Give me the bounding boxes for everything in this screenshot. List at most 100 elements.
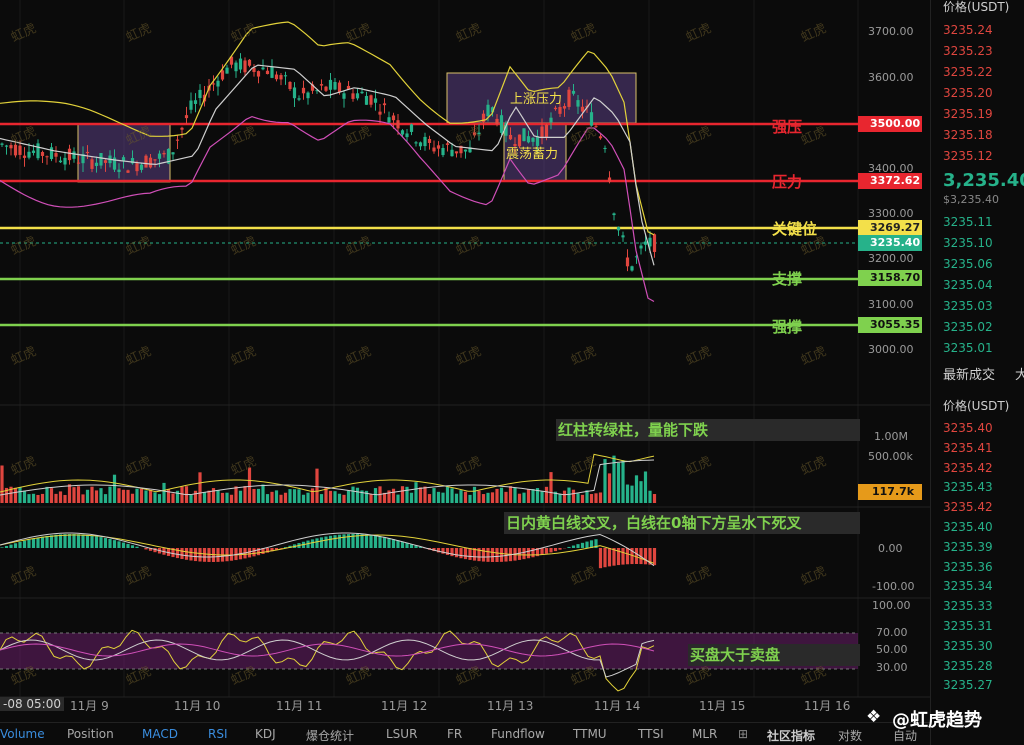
auto-toggle[interactable]: 自动 <box>893 729 918 743</box>
consolidation-label: 震荡蓄力 <box>506 147 559 162</box>
tab-community[interactable]: 社区指标 <box>767 729 816 743</box>
trade-row[interactable]: 3235.39 <box>943 539 993 554</box>
tab-fr[interactable]: FR <box>447 727 463 741</box>
trade-row[interactable]: 3235.31 <box>943 619 993 633</box>
macd-bar <box>166 548 171 556</box>
support-label: 支撑 <box>772 270 803 288</box>
candle <box>288 81 292 90</box>
ask-row[interactable]: 3235.24 <box>943 23 993 37</box>
candle <box>31 150 36 153</box>
candle <box>463 149 468 152</box>
volume-bar <box>247 467 252 503</box>
candle <box>72 151 76 159</box>
bid-row[interactable]: 3235.04 <box>943 278 993 292</box>
volume-bar <box>297 489 301 503</box>
macd-bar <box>49 535 54 548</box>
macd-bar <box>598 548 603 569</box>
candle <box>517 134 522 147</box>
tab-volume[interactable]: Volume <box>0 727 45 741</box>
macd-bar <box>382 537 387 548</box>
bid-row[interactable]: 3235.10 <box>943 236 993 250</box>
rsi-tick: 70.00 <box>876 626 908 639</box>
trades-tab-latest[interactable]: 最新成交 <box>943 368 996 383</box>
candle <box>445 143 450 145</box>
price-tick: 3100.00 <box>868 298 914 311</box>
strong-support-tag: 3055.35 <box>858 317 922 333</box>
ask-row[interactable]: 3235.12 <box>943 149 993 163</box>
macd-bar <box>180 548 184 559</box>
trade-row[interactable]: 3235.36 <box>943 559 993 574</box>
macd-bar <box>585 541 589 548</box>
volume-bar <box>549 472 553 503</box>
bid-row[interactable]: 3235.03 <box>943 299 993 313</box>
volume-bar <box>585 490 589 503</box>
volume-bar <box>13 487 18 503</box>
volume-bar <box>198 472 202 503</box>
volume-bar <box>63 494 67 503</box>
bid-row[interactable]: 3235.06 <box>943 257 993 271</box>
candle <box>468 147 472 153</box>
macd-bar <box>445 548 450 555</box>
macd-bar <box>616 548 621 566</box>
volume-bar <box>148 489 153 503</box>
volume-bar <box>580 494 585 503</box>
volume-bar <box>36 494 40 503</box>
trade-row[interactable]: 3235.34 <box>943 579 993 594</box>
ask-row[interactable]: 3235.22 <box>943 65 993 79</box>
tab-lsur[interactable]: LSUR <box>386 727 418 741</box>
trade-row[interactable]: 3235.30 <box>943 638 993 653</box>
ask-row[interactable]: 3235.18 <box>943 128 993 142</box>
log-toggle[interactable]: 对数 <box>838 729 863 743</box>
bid-row[interactable]: 3235.11 <box>943 215 993 229</box>
volume-note: 红柱转绿柱，量能下跌 <box>556 419 860 441</box>
tab-kdj[interactable]: KDJ <box>255 727 276 741</box>
candle <box>652 234 657 252</box>
macd-bar <box>400 541 405 548</box>
trades-tab-large[interactable]: 大 <box>1015 368 1024 383</box>
volume-bar <box>72 487 76 503</box>
tab-position[interactable]: Position <box>67 727 114 741</box>
date-tick: 11月 12 <box>381 699 428 713</box>
tab-macd[interactable]: MACD <box>142 727 178 741</box>
grid-icon[interactable]: ⊞ <box>738 727 749 741</box>
ask-row[interactable]: 3235.23 <box>943 44 993 58</box>
candle <box>387 117 391 123</box>
trade-row[interactable]: 3235.33 <box>943 599 993 614</box>
ask-row[interactable]: 3235.20 <box>943 86 993 100</box>
macd-bar <box>9 544 13 548</box>
ask-row[interactable]: 3235.19 <box>943 107 993 121</box>
macd-bar <box>477 548 481 562</box>
volume-bar <box>441 492 445 503</box>
tab-ttsi[interactable]: TTSI <box>638 727 664 741</box>
trade-row[interactable]: 3235.42 <box>943 500 993 515</box>
macd-bar <box>274 548 279 550</box>
candle <box>270 66 274 78</box>
trade-row[interactable]: 3235.40 <box>943 421 993 435</box>
trade-row[interactable]: 3235.41 <box>943 440 993 455</box>
candle <box>495 118 499 125</box>
macd-bar <box>418 546 423 548</box>
trade-row[interactable]: 3235.43 <box>943 480 993 495</box>
tab-rsi[interactable]: RSI <box>208 727 228 741</box>
trade-row[interactable]: 3235.40 <box>943 520 993 534</box>
bid-row[interactable]: 3235.01 <box>943 341 993 355</box>
date-tick-current: -08 05:00 <box>0 697 64 711</box>
volume-bar <box>504 491 508 503</box>
bid-row[interactable]: 3235.02 <box>943 320 993 334</box>
tab-liquidation[interactable]: 爆仓统计 <box>306 729 355 743</box>
candle <box>193 100 198 104</box>
trade-row[interactable]: 3235.42 <box>943 460 993 475</box>
resistance-label: 压力 <box>772 173 803 191</box>
tab-mlr[interactable]: MLR <box>692 727 718 741</box>
macd-bar <box>571 545 576 548</box>
tab-ttmu[interactable]: TTMU <box>573 727 607 741</box>
macd-bar <box>256 548 261 556</box>
tab-fundflow[interactable]: Fundflow <box>491 727 545 741</box>
trade-row[interactable]: 3235.28 <box>943 658 993 673</box>
key-level-tag: 3269.27 <box>858 220 922 236</box>
macd-bar <box>54 534 58 548</box>
trade-row[interactable]: 3235.27 <box>943 678 993 693</box>
volume-bar <box>207 490 211 503</box>
macd-bar <box>13 543 18 548</box>
price-chart[interactable] <box>0 0 930 722</box>
